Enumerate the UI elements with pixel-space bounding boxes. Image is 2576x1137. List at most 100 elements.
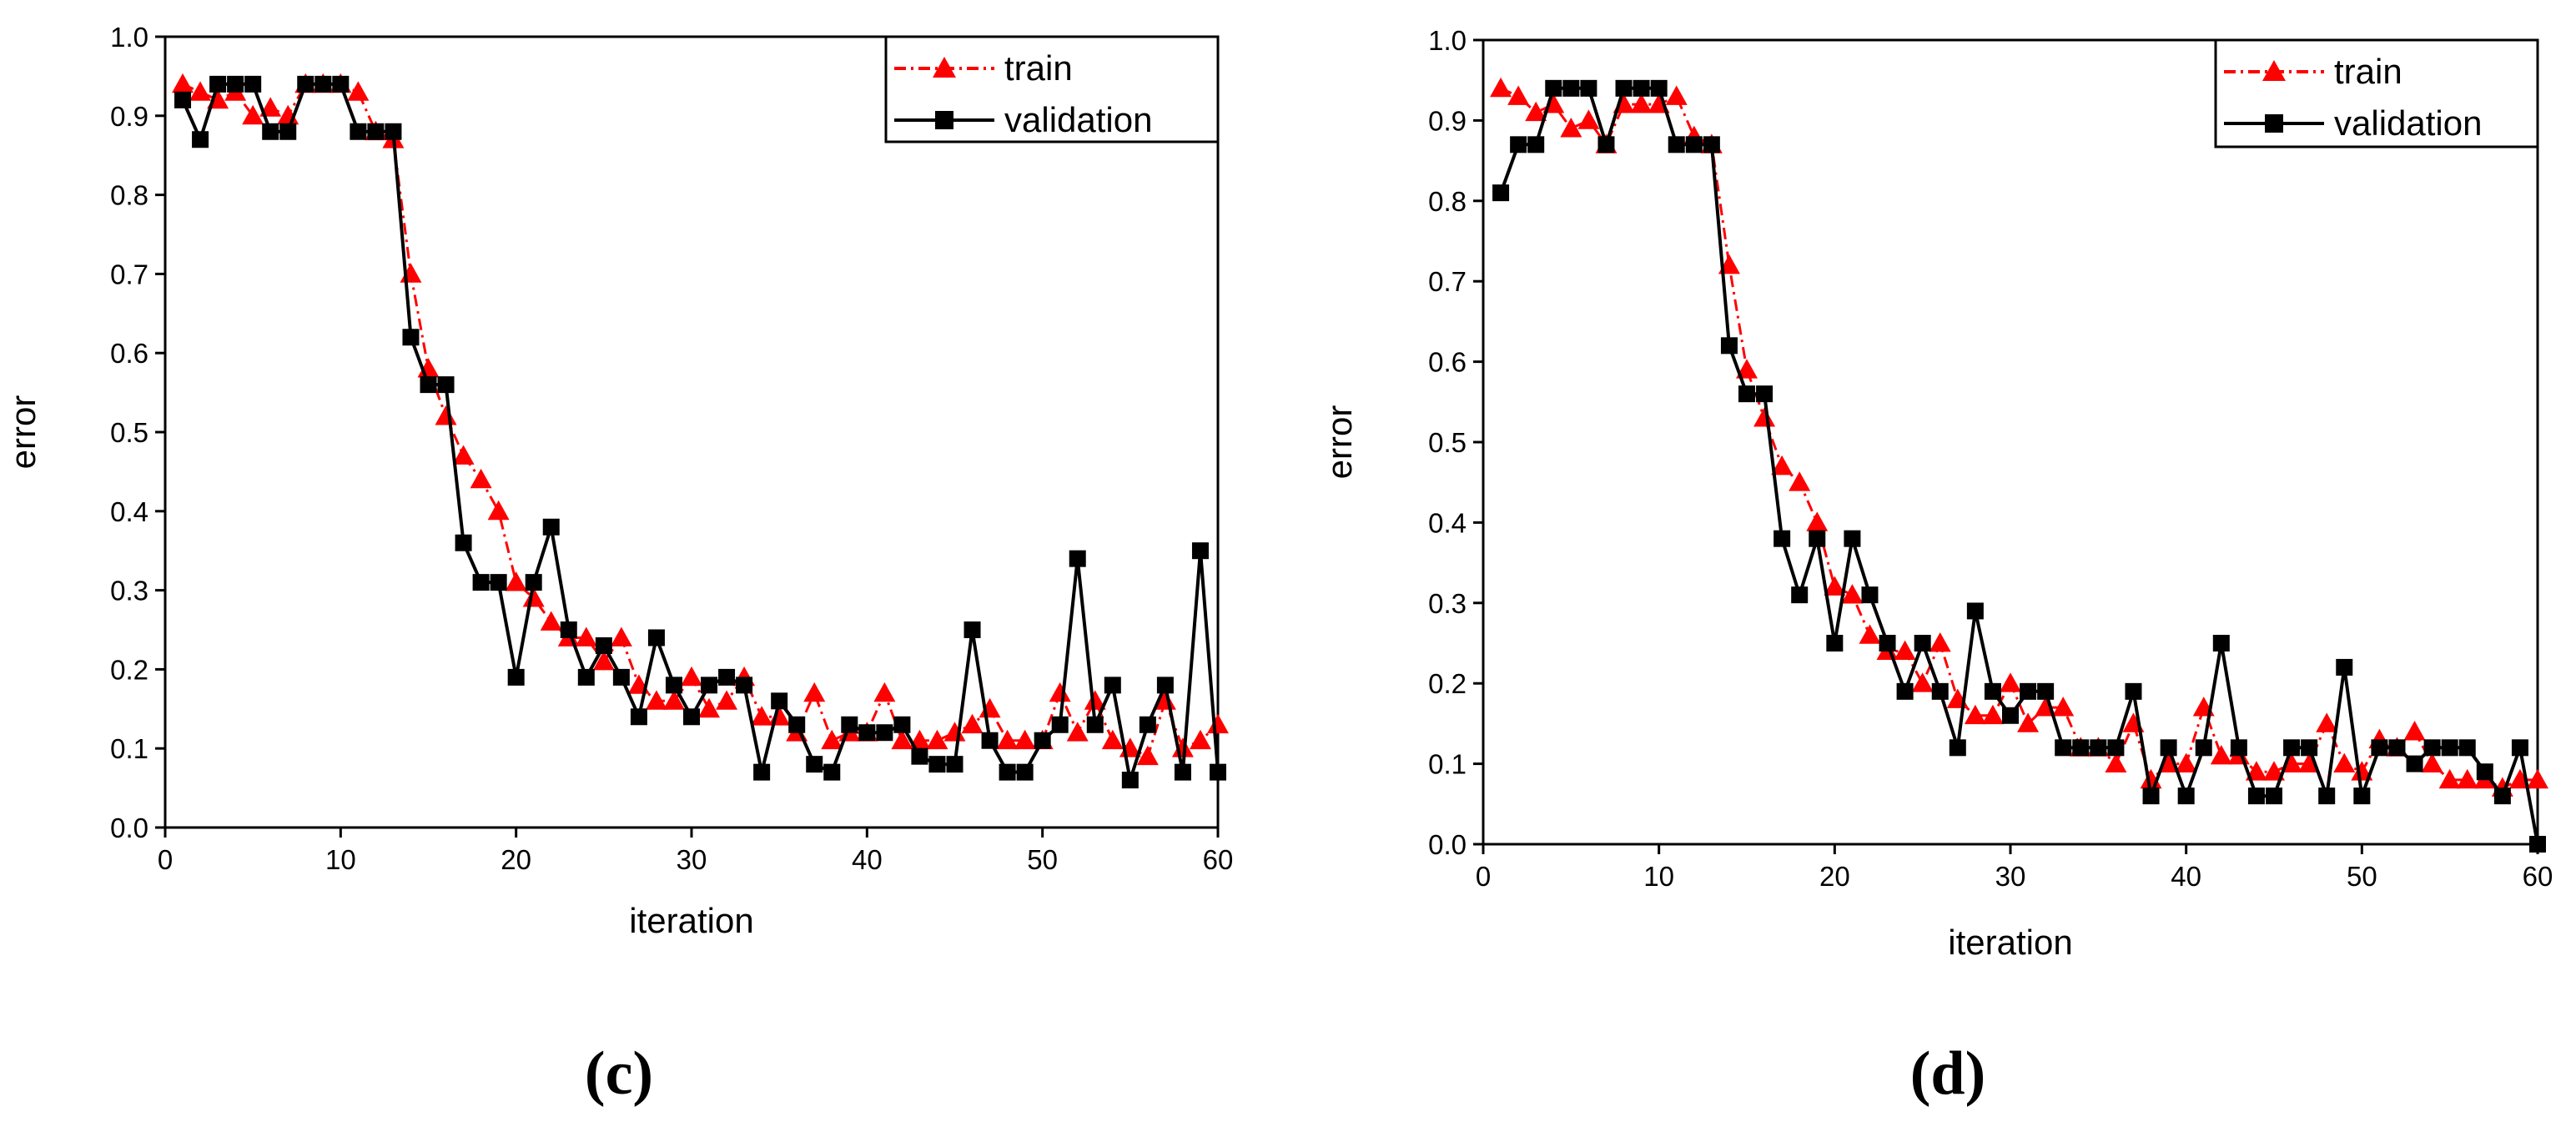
validation-point: [1492, 184, 1510, 202]
validation-point: [2020, 682, 2037, 700]
validation-point: [2336, 658, 2353, 676]
validation-point: [1633, 79, 1650, 97]
validation-point: [1597, 136, 1615, 153]
x-tick-label: 10: [1643, 861, 1674, 892]
train-point: [575, 626, 597, 646]
train-point: [1929, 632, 1951, 652]
train-point: [716, 690, 738, 710]
validation-point: [1685, 136, 1703, 153]
validation-point: [612, 668, 630, 686]
train-point: [1789, 471, 1811, 491]
x-axis-label: iteration: [629, 901, 753, 940]
validation-point: [1527, 136, 1545, 153]
validation-point: [1844, 530, 1861, 547]
x-tick-label: 20: [501, 844, 531, 875]
validation-point: [963, 621, 981, 638]
validation-point: [2266, 787, 2282, 805]
validation-point: [2511, 739, 2528, 757]
train-point: [1841, 584, 1864, 604]
validation-point: [1756, 385, 1774, 403]
train-point: [1577, 109, 1600, 129]
train-point: [1084, 690, 1106, 710]
validation-point: [788, 716, 806, 733]
train-point: [540, 611, 562, 631]
train-point: [681, 666, 702, 687]
validation-point: [402, 329, 420, 346]
validation-point: [2529, 836, 2546, 853]
validation-point: [806, 756, 823, 773]
validation-point: [1791, 586, 1809, 604]
train-point: [522, 587, 545, 607]
validation-point: [1984, 682, 2001, 700]
legend: train validation: [884, 35, 1220, 143]
y-tick-label: 0.2: [1428, 668, 1467, 699]
legend-label-train: train: [1004, 48, 1073, 88]
validation-point: [999, 763, 1016, 781]
train-point: [1964, 704, 1986, 725]
validation-point: [1562, 79, 1580, 97]
validation-point: [718, 668, 736, 686]
validation-point: [1914, 635, 1931, 652]
validation-point: [630, 708, 647, 726]
train-point: [2351, 761, 2373, 781]
train-point: [1981, 704, 2004, 725]
train-point: [2333, 752, 2356, 772]
train-point: [926, 729, 948, 750]
validation-point: [350, 123, 367, 140]
y-tick-label: 0.0: [1428, 829, 1467, 860]
validation-point: [1861, 586, 1879, 604]
validation-point: [2388, 739, 2406, 757]
validation-point: [2283, 739, 2301, 757]
train-point: [2105, 752, 2127, 772]
validation-point: [1879, 635, 1896, 652]
validation-point: [736, 677, 753, 694]
validation-point: [1174, 763, 1191, 781]
validation-point: [2107, 739, 2125, 757]
y-tick-label: 0.9: [110, 101, 148, 132]
train-point: [189, 81, 212, 101]
train-point: [1014, 729, 1036, 750]
validation-point: [1966, 602, 1984, 620]
validation-point: [2301, 739, 2318, 757]
train-point: [996, 729, 1019, 750]
train-point: [2316, 712, 2338, 732]
train-point: [435, 405, 457, 425]
validation-point: [1104, 677, 1121, 694]
x-tick-label: 30: [677, 844, 707, 875]
train-point: [1911, 672, 1934, 692]
validation-point: [1545, 79, 1562, 97]
validation-point: [1139, 716, 1156, 733]
train-point: [2017, 712, 2040, 732]
train-point: [821, 729, 843, 750]
validation-point: [841, 716, 858, 733]
legend-marker-train: [2262, 60, 2286, 81]
y-tick-label: 0.3: [1428, 588, 1467, 619]
train-point: [592, 650, 615, 671]
validation-point: [1069, 550, 1086, 567]
train-point: [1207, 713, 1229, 734]
validation-point: [1826, 635, 1844, 652]
validation-point: [1034, 732, 1051, 749]
validation-point: [507, 668, 525, 686]
validation-point: [420, 376, 437, 394]
train-point: [2263, 761, 2285, 781]
train-point: [2527, 768, 2548, 789]
y-tick-label: 0.1: [1428, 749, 1467, 780]
train-point: [610, 626, 632, 646]
y-tick-label: 1.0: [1428, 25, 1467, 56]
y-tick-label: 0.5: [110, 417, 148, 448]
validation-point: [385, 123, 402, 140]
validation-point: [1086, 716, 1104, 733]
validation-point: [771, 692, 788, 710]
validation-point: [753, 763, 771, 781]
y-axis-label: error: [3, 395, 43, 470]
validation-point: [2195, 739, 2212, 757]
validation-point: [2493, 787, 2511, 805]
y-tick-label: 0.7: [110, 259, 148, 289]
validation-point: [2160, 739, 2177, 757]
legend-marker-validation: [935, 111, 953, 129]
y-tick-label: 0.5: [1428, 427, 1467, 458]
y-tick-label: 0.7: [1428, 266, 1467, 297]
train-point: [873, 682, 896, 702]
